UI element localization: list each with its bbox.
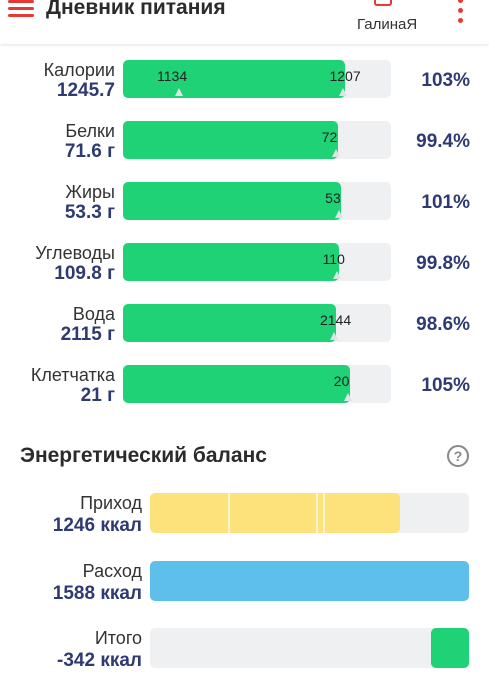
energy-income-bar: [150, 493, 469, 533]
app-header: Дневник питания ГалинаЯ: [0, 0, 489, 44]
energy-label: Расход: [82, 561, 142, 581]
nutrient-progress-bar: 110: [123, 243, 391, 281]
nutrient-progress-bar: 1134 1207: [123, 60, 391, 98]
target-marker-icon: [331, 149, 340, 157]
nutrient-target: 72: [321, 129, 338, 145]
target-marker-icon: [339, 88, 348, 96]
nutrient-value: 53.3 г: [64, 202, 115, 223]
nutrient-target: 20: [333, 373, 350, 389]
meal-separator: [228, 493, 230, 533]
energy-total-bar: [150, 628, 469, 668]
nutrient-value: 71.6 г: [64, 141, 115, 162]
nutrient-row-fat[interactable]: Жиры 53.3 г 53 101%: [0, 182, 489, 238]
nutrient-name: Углеводы: [35, 243, 115, 263]
nutrient-progress-fill: [123, 121, 338, 159]
nutrient-percent: 105%: [421, 375, 470, 396]
meal-separator: [316, 493, 318, 533]
nutrient-target: 1207: [329, 68, 361, 84]
nutrient-row-water[interactable]: Вода 2115 г 2144 98.6%: [0, 304, 489, 360]
nutrient-name: Жиры: [65, 182, 115, 202]
nutrient-value: 109.8 г: [54, 263, 115, 284]
nutrient-row-protein[interactable]: Белки 71.6 г 72 99.4%: [0, 121, 489, 177]
energy-label: Итого: [94, 628, 142, 648]
nutrient-percent: 99.8%: [416, 253, 470, 274]
nutrient-row-calories[interactable]: Калории 1245.7 1134 1207 103%: [0, 60, 489, 116]
nutrient-row-carbs[interactable]: Углеводы 109.8 г 110 99.8%: [0, 243, 489, 299]
nutrient-progress-fill: [123, 304, 336, 342]
energy-value: -342 ккал: [57, 650, 142, 671]
energy-row-total[interactable]: Итого -342 ккал: [0, 628, 489, 680]
nutrient-percent: 98.6%: [416, 314, 470, 335]
profile-name[interactable]: ГалинаЯ: [357, 16, 418, 33]
nutrient-progress-bar: 20: [123, 365, 391, 403]
nutrient-consumed: 1134: [157, 68, 188, 84]
hamburger-menu-icon[interactable]: [8, 0, 36, 20]
energy-row-income[interactable]: Приход 1246 ккал: [0, 493, 489, 553]
nutrient-progress-bar: 2144: [123, 304, 391, 342]
nutrient-progress-fill: [123, 243, 339, 281]
nutrient-percent: 103%: [421, 70, 470, 91]
help-circle-icon[interactable]: ?: [447, 445, 469, 467]
nutrient-target: 110: [322, 251, 345, 267]
nutrient-target: 2144: [319, 312, 352, 328]
target-marker-icon: [335, 210, 344, 218]
nutrient-row-fiber[interactable]: Клетчатка 21 г 20 105%: [0, 365, 489, 421]
nutrient-value: 2115 г: [60, 324, 115, 345]
nutrient-progress-fill: [123, 365, 350, 403]
energy-total-fill: [431, 628, 469, 668]
nutrient-value: 1245.7: [56, 80, 115, 101]
more-vertical-icon[interactable]: [458, 0, 464, 26]
energy-label: Приход: [80, 493, 142, 513]
nutrient-percent: 99.4%: [416, 131, 470, 152]
nutrient-progress-bar: 72: [123, 121, 391, 159]
nutrient-name: Клетчатка: [30, 365, 115, 385]
nutrient-progress-bar: 53: [123, 182, 391, 220]
meal-separator: [323, 493, 325, 533]
energy-income-fill: [150, 493, 401, 533]
consumed-marker-icon: [175, 88, 183, 96]
target-marker-icon: [332, 271, 341, 279]
energy-row-expense[interactable]: Расход 1588 ккал: [0, 561, 489, 621]
energy-value: 1588 ккал: [52, 583, 142, 604]
nutrient-progress-fill: [123, 60, 346, 98]
energy-balance-title: Энергетический баланс: [20, 444, 267, 467]
target-marker-icon: [329, 332, 338, 340]
page-title: Дневник питания: [46, 0, 226, 19]
nutrient-name: Калории: [43, 60, 115, 80]
nutrient-name: Белки: [65, 121, 115, 141]
nutrient-target: 53: [325, 190, 341, 206]
energy-value: 1246 ккал: [52, 515, 142, 536]
energy-expense-bar: [150, 561, 469, 601]
nutrient-value: 21 г: [80, 385, 115, 406]
nutrient-percent: 101%: [421, 192, 470, 213]
target-marker-icon: [343, 393, 352, 401]
profile-icon[interactable]: [374, 0, 392, 6]
nutrient-progress-fill: [123, 182, 342, 220]
energy-expense-fill: [150, 561, 469, 601]
nutrient-name: Вода: [72, 304, 115, 324]
